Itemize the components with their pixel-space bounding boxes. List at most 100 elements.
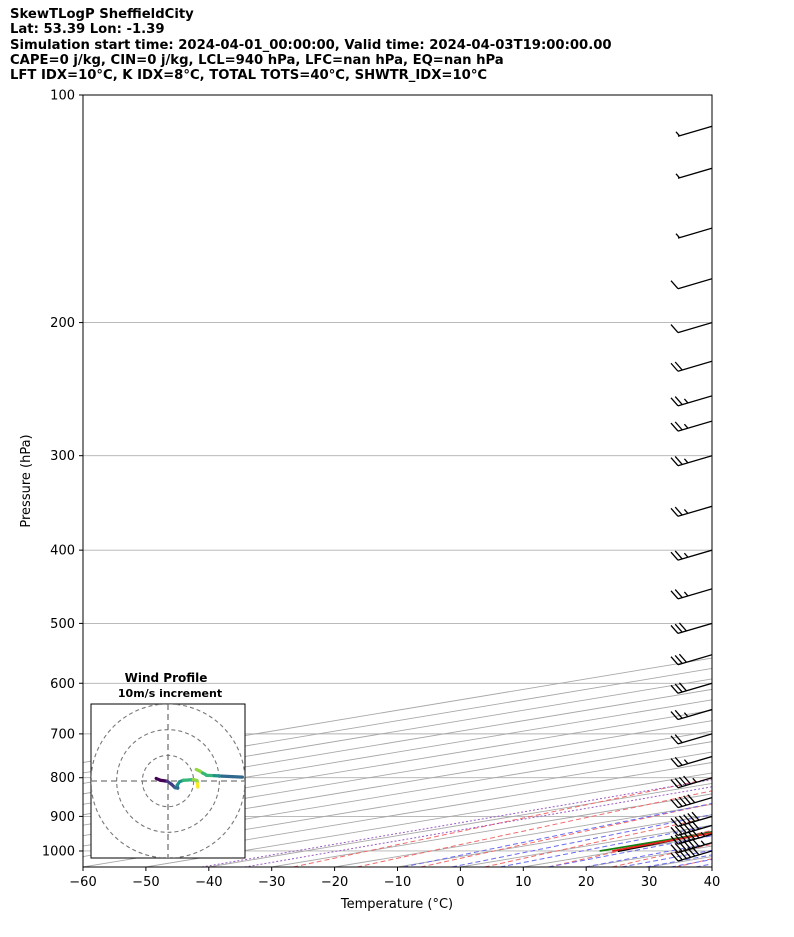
wind-barb-staff bbox=[677, 850, 712, 862]
wind-barb bbox=[670, 775, 712, 789]
wind-barb-half-feather bbox=[675, 233, 680, 239]
x-tick-label: 40 bbox=[704, 875, 721, 890]
mixing-ratio-line bbox=[244, 786, 712, 867]
wind-barb-staff bbox=[677, 227, 712, 239]
wind-barb bbox=[670, 455, 712, 467]
wind-barb-half-feather bbox=[683, 759, 689, 765]
y-tick-label: 800 bbox=[50, 771, 75, 786]
isotherm-line bbox=[460, 824, 712, 867]
wind-barb-staff bbox=[677, 360, 712, 372]
wind-barb-feather bbox=[678, 796, 687, 806]
chart-title: SkewTLogP SheffieldCity bbox=[10, 7, 194, 22]
wind-barb-feather bbox=[670, 362, 679, 372]
moist-adiabat bbox=[621, 849, 712, 867]
wind-barb-staff bbox=[677, 395, 712, 407]
hodograph-inset: Wind Profile 10m/s increment bbox=[90, 671, 246, 859]
wind-barb-half-feather bbox=[675, 173, 680, 179]
wind-barb-feather bbox=[674, 756, 683, 766]
x-tick-label: −30 bbox=[258, 875, 285, 890]
wind-barb-half-feather bbox=[683, 508, 689, 514]
wind-barb-feather bbox=[670, 852, 679, 862]
wind-barb-feather bbox=[678, 815, 687, 825]
wind-barb-feather bbox=[670, 422, 679, 432]
dry-adiabat bbox=[356, 790, 712, 867]
wind-barb bbox=[675, 227, 712, 239]
wind-barb-feather bbox=[687, 813, 696, 822]
wind-barb-feather bbox=[670, 684, 679, 694]
moist-adiabat bbox=[695, 863, 712, 867]
x-tick-label: 0 bbox=[456, 875, 464, 890]
x-tick-label: 10 bbox=[515, 875, 532, 890]
wind-barb-feather bbox=[678, 682, 687, 692]
wind-barb-staff bbox=[677, 588, 712, 600]
wind-barb-staff bbox=[677, 815, 712, 828]
wind-barb-half-feather bbox=[700, 831, 706, 837]
wind-barb-staff bbox=[677, 824, 712, 837]
isotherm-line bbox=[83, 668, 712, 774]
stability-indices: LFT IDX=10°C, K IDX=8°C, TOTAL TOTS=40°C… bbox=[10, 68, 488, 84]
wind-barb-staff bbox=[677, 420, 712, 432]
wind-barb bbox=[670, 622, 712, 635]
wind-barb-staff bbox=[677, 796, 712, 809]
wind-barb-staff bbox=[677, 842, 712, 854]
wind-barb-feather bbox=[691, 811, 700, 821]
wind-barb-feather bbox=[674, 825, 683, 835]
y-tick-label: 500 bbox=[50, 617, 75, 632]
x-tick-label: 20 bbox=[578, 875, 595, 890]
wind-barb-feather bbox=[674, 623, 683, 633]
wind-barb-staff bbox=[677, 833, 712, 845]
wind-barb-feather bbox=[674, 816, 683, 826]
wind-barb-feather bbox=[674, 396, 683, 406]
moist-adiabat bbox=[720, 95, 794, 867]
wind-barb-feather bbox=[674, 709, 683, 719]
wind-barb-staff bbox=[677, 278, 712, 290]
dry-adiabat bbox=[420, 803, 712, 867]
wind-barb bbox=[670, 733, 712, 745]
wind-barb-feather bbox=[674, 797, 683, 807]
wind-barb-feather bbox=[670, 507, 679, 517]
x-tick-label: −20 bbox=[321, 875, 348, 890]
isotherm-line bbox=[711, 866, 712, 867]
y-tick-label: 300 bbox=[50, 449, 75, 464]
wind-barb-feather bbox=[674, 778, 683, 787]
wind-barb-feather bbox=[670, 324, 679, 334]
wind-barb-half-feather bbox=[675, 131, 680, 137]
isotherm-line bbox=[83, 709, 712, 816]
moist-adiabat bbox=[403, 802, 712, 867]
location-coordinates: Lat: 53.39 Lon: -1.39 bbox=[10, 22, 165, 38]
convective-parameters: CAPE=0 j/kg, CIN=0 j/kg, LCL=940 hPa, LF… bbox=[10, 52, 504, 68]
wind-barb-feather bbox=[670, 656, 679, 666]
wind-barb-staff bbox=[677, 708, 712, 721]
wind-barb-staff bbox=[677, 167, 712, 179]
hodograph-title: Wind Profile bbox=[125, 671, 208, 685]
wind-barb bbox=[670, 360, 712, 372]
hodograph-plot bbox=[91, 704, 245, 858]
y-tick-label: 100 bbox=[50, 89, 75, 104]
wind-barb-feather bbox=[678, 776, 687, 786]
wind-barb bbox=[670, 278, 712, 290]
wind-barb-staff bbox=[677, 505, 712, 517]
wind-barb bbox=[670, 829, 712, 845]
y-tick-label: 1000 bbox=[42, 844, 75, 859]
dry-adiabats bbox=[293, 777, 712, 867]
wind-barb-staff bbox=[677, 777, 712, 789]
isotherm-line bbox=[586, 845, 712, 867]
wind-barb-feather bbox=[670, 799, 679, 809]
isotherm-line bbox=[649, 856, 712, 867]
moist-adiabat bbox=[548, 835, 712, 867]
temperature-line bbox=[612, 832, 712, 852]
wind-barb-staff bbox=[677, 455, 712, 467]
x-tick-label: −60 bbox=[69, 875, 96, 890]
wind-barb-feather bbox=[670, 624, 679, 634]
hodograph-segment bbox=[220, 774, 234, 779]
wind-barb bbox=[670, 755, 712, 768]
y-tick-label: 700 bbox=[50, 727, 75, 742]
mixing-ratio-lines bbox=[201, 779, 712, 867]
y-axis: 1000 900 800 700 600 500 400 300 200 100 bbox=[42, 89, 83, 859]
isotherm-line bbox=[397, 814, 712, 867]
parcel-profile-line bbox=[617, 831, 712, 853]
wind-barb-half-feather bbox=[683, 591, 689, 597]
wind-barb-feather bbox=[687, 794, 696, 804]
wind-barb-feather bbox=[670, 735, 679, 745]
isotherm-line bbox=[83, 688, 712, 795]
